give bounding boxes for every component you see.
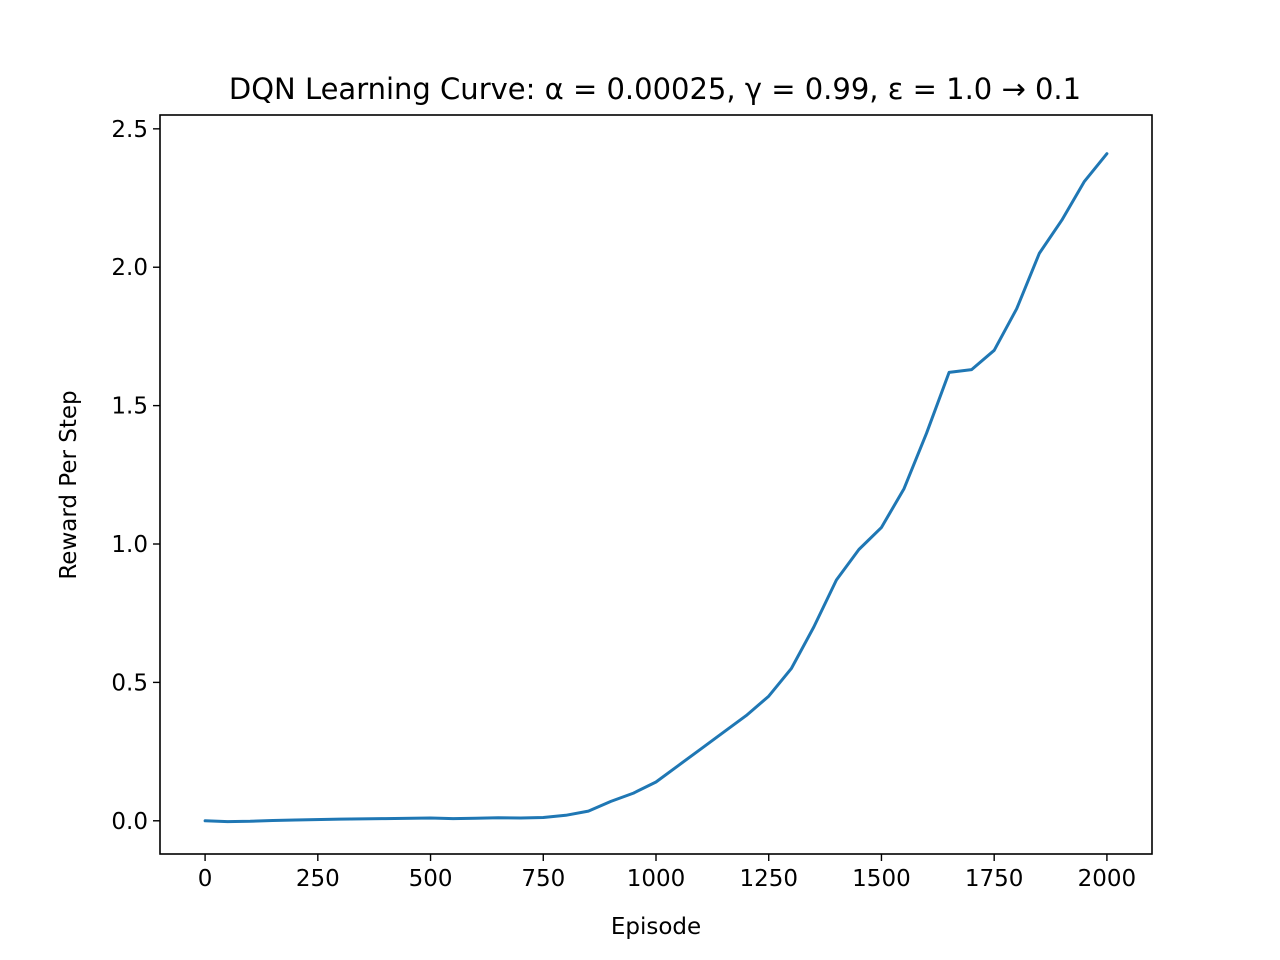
x-axis-ticks: 0 250 500 750 1000 1250 1500 1750 2000 xyxy=(198,854,1136,892)
axes-frame xyxy=(159,114,1153,855)
x-tick-label: 2000 xyxy=(1078,866,1137,892)
y-axis-ticks: 0.0 0.5 1.0 1.5 2.0 2.5 xyxy=(111,117,160,835)
y-tick-label: 0.0 xyxy=(111,809,148,835)
y-tick-label: 1.5 xyxy=(111,394,148,420)
x-tick-label: 1250 xyxy=(739,866,798,892)
x-tick-label: 750 xyxy=(521,866,565,892)
x-tick-label: 0 xyxy=(198,866,213,892)
y-tick-label: 2.5 xyxy=(111,117,148,143)
x-tick-label: 1750 xyxy=(965,866,1024,892)
x-tick-label: 1000 xyxy=(627,866,686,892)
y-tick-label: 0.5 xyxy=(111,670,148,696)
x-axis-label: Episode xyxy=(611,914,701,940)
x-tick-label: 1500 xyxy=(852,866,911,892)
y-tick-label: 2.0 xyxy=(111,255,148,281)
series-line-0 xyxy=(203,152,1109,824)
plot-area xyxy=(203,152,1109,824)
chart-title: DQN Learning Curve: α = 0.00025, γ = 0.9… xyxy=(229,72,1081,106)
y-tick-label: 1.0 xyxy=(111,532,148,558)
y-axis-label: Reward Per Step xyxy=(56,390,82,579)
x-tick-label: 500 xyxy=(409,866,453,892)
x-tick-label: 250 xyxy=(296,866,340,892)
